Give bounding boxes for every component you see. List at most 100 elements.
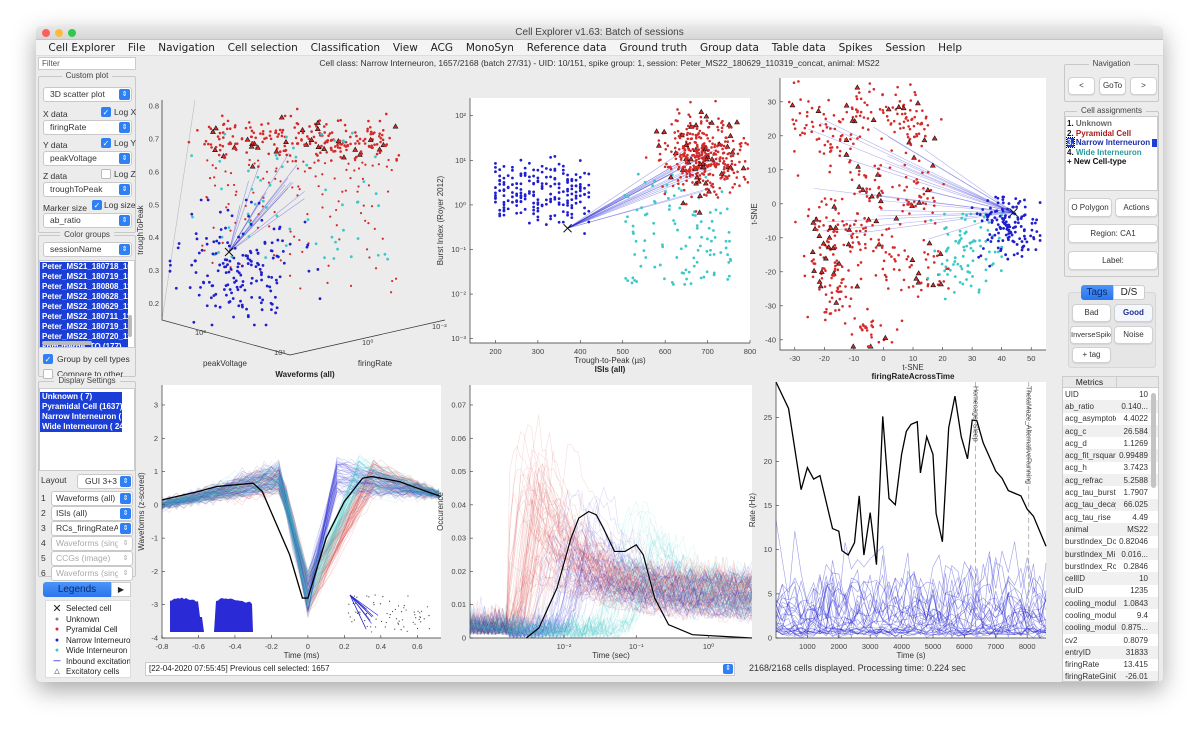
cell-point[interactable] [695, 127, 699, 130]
cell-point[interactable] [301, 131, 305, 135]
cell-point[interactable] [498, 214, 502, 218]
cell-point[interactable] [233, 124, 237, 127]
cell-point[interactable] [703, 169, 707, 172]
cell-point[interactable] [805, 114, 809, 118]
cell-point[interactable] [912, 200, 916, 203]
cell-point[interactable] [302, 160, 305, 163]
cell-point[interactable] [669, 167, 673, 171]
cell-point[interactable] [288, 252, 292, 256]
metric-row[interactable]: burstIndex_Do...0.82046 [1063, 536, 1158, 548]
cell-point[interactable] [394, 277, 398, 280]
cell-point[interactable] [712, 252, 716, 256]
cell-point[interactable] [663, 277, 666, 281]
cell-point[interactable] [282, 261, 286, 265]
cell-point[interactable] [213, 176, 216, 179]
cell-point[interactable] [711, 136, 715, 139]
cell-point[interactable] [494, 186, 497, 189]
cell-point[interactable] [515, 192, 519, 196]
cell-point[interactable] [944, 226, 948, 229]
cell-point[interactable] [218, 159, 222, 163]
plot-slot-select[interactable]: ISIs (all) ⇕ [51, 506, 133, 521]
excitatory-cell-marker[interactable] [900, 105, 907, 111]
cell-point[interactable] [241, 232, 245, 236]
cell-point[interactable] [866, 345, 870, 348]
cell-point[interactable] [832, 219, 835, 222]
cell-point[interactable] [498, 168, 502, 172]
close-window-button[interactable] [42, 29, 50, 37]
cell-point[interactable] [876, 172, 880, 176]
cell-point[interactable] [217, 241, 221, 245]
excitatory-cell-marker[interactable] [854, 283, 861, 289]
cell-point[interactable] [731, 186, 734, 189]
cell-point[interactable] [890, 235, 894, 238]
cell-point[interactable] [717, 162, 720, 166]
cell-point[interactable] [726, 146, 729, 149]
region-button[interactable]: Region: CA1 [1068, 224, 1158, 243]
cell-point[interactable] [626, 195, 630, 198]
cell-point[interactable] [721, 123, 725, 127]
cell-point[interactable] [213, 184, 217, 187]
cell-point[interactable] [726, 177, 729, 180]
cell-point[interactable] [276, 135, 279, 138]
cell-point[interactable] [191, 215, 194, 219]
cell-point[interactable] [264, 205, 268, 209]
cell-point[interactable] [1005, 227, 1009, 231]
cell-point[interactable] [362, 204, 365, 207]
cell-point[interactable] [937, 273, 941, 276]
cell-point[interactable] [214, 252, 218, 255]
cell-point[interactable] [355, 200, 359, 204]
cell-point[interactable] [919, 281, 923, 285]
cell-point[interactable] [696, 133, 700, 136]
cell-point[interactable] [943, 297, 947, 301]
cell-point[interactable] [544, 223, 548, 226]
cell-point[interactable] [879, 324, 883, 327]
cell-point[interactable] [856, 137, 859, 140]
cell-point[interactable] [321, 206, 324, 209]
cell-point[interactable] [698, 244, 702, 248]
excitatory-cell-marker[interactable] [248, 143, 255, 149]
menu-navigation[interactable]: Navigation [158, 42, 215, 54]
cell-point[interactable] [274, 278, 278, 282]
cell-point[interactable] [704, 175, 708, 179]
cell-point[interactable] [317, 159, 320, 162]
cell-point[interactable] [723, 178, 726, 181]
cell-point[interactable] [566, 213, 569, 217]
cell-point[interactable] [211, 261, 214, 264]
cell-point[interactable] [720, 130, 724, 133]
cell-point[interactable] [906, 119, 910, 122]
cell-point[interactable] [958, 229, 962, 233]
cell-point[interactable] [291, 142, 294, 145]
cell-point[interactable] [515, 186, 519, 190]
menu-cell-selection[interactable]: Cell selection [227, 42, 298, 54]
cell-point[interactable] [851, 232, 855, 236]
cell-point[interactable] [205, 242, 209, 246]
cell-point[interactable] [843, 322, 847, 325]
cell-point[interactable] [274, 131, 277, 135]
cell-point[interactable] [540, 182, 544, 186]
cell-point[interactable] [250, 276, 254, 280]
cell-point[interactable] [818, 123, 822, 127]
cell-point[interactable] [985, 218, 989, 222]
cell-point[interactable] [905, 198, 908, 202]
cell-point[interactable] [723, 163, 727, 166]
cell-point[interactable] [219, 228, 223, 231]
cell-point[interactable] [917, 159, 921, 163]
cell-point[interactable] [953, 256, 957, 260]
cell-point[interactable] [856, 110, 859, 114]
cell-point[interactable] [583, 232, 586, 235]
cell-point[interactable] [677, 167, 680, 171]
cell-point[interactable] [241, 305, 244, 309]
cell-point[interactable] [926, 197, 929, 200]
cell-point[interactable] [896, 198, 900, 201]
cell-point[interactable] [998, 214, 1002, 218]
cell-point[interactable] [684, 268, 688, 272]
cell-point[interactable] [971, 275, 974, 278]
cell-point[interactable] [578, 189, 582, 193]
cell-point[interactable] [973, 219, 977, 223]
cell-point[interactable] [909, 83, 912, 86]
cell-point[interactable] [714, 157, 718, 161]
cell-point[interactable] [978, 239, 981, 242]
excitatory-cell-marker[interactable] [700, 164, 707, 170]
cell-point[interactable] [356, 237, 360, 240]
metric-row[interactable]: firingRateGiniC...-26.01 [1063, 670, 1158, 681]
